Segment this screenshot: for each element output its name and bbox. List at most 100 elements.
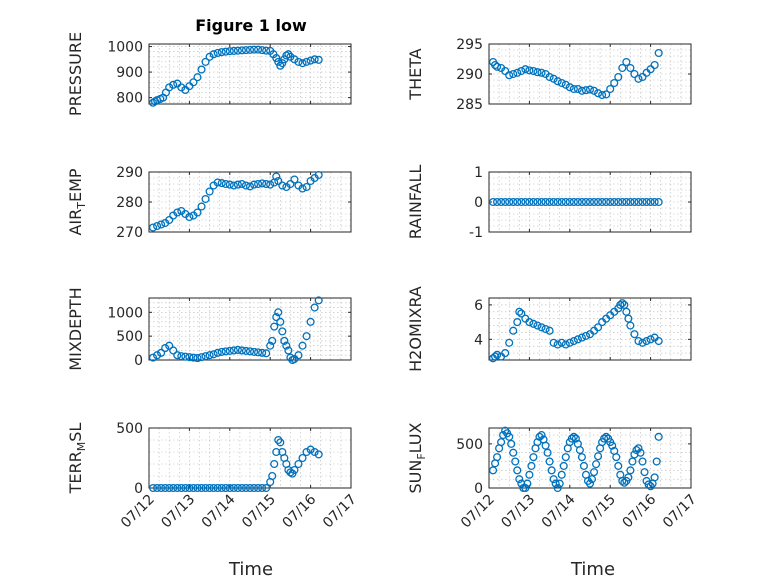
data-point bbox=[274, 308, 283, 317]
data-point bbox=[650, 197, 659, 207]
data-point bbox=[511, 457, 520, 466]
data-point bbox=[533, 68, 542, 77]
data-point bbox=[169, 346, 178, 355]
data-point bbox=[594, 452, 603, 461]
y-axis-label-part: EMP bbox=[66, 168, 85, 202]
y-axis-label-subscript: F bbox=[415, 453, 428, 459]
data-point bbox=[561, 453, 570, 462]
x-tick-label: 07/15 bbox=[579, 492, 619, 532]
data-point bbox=[525, 197, 534, 207]
data-point bbox=[302, 447, 311, 457]
data-point bbox=[290, 55, 299, 64]
data-point bbox=[233, 345, 242, 355]
data-point bbox=[201, 57, 210, 66]
data-point bbox=[614, 72, 623, 82]
data-point bbox=[630, 330, 639, 339]
data-point bbox=[169, 80, 178, 89]
data-point bbox=[497, 438, 506, 447]
data-point bbox=[575, 446, 584, 455]
data-point bbox=[618, 63, 627, 73]
data-point bbox=[237, 46, 246, 55]
data-point bbox=[254, 179, 263, 189]
data-point bbox=[205, 483, 214, 493]
data-point bbox=[585, 479, 595, 488]
data-point bbox=[549, 74, 558, 83]
x-axis-label-right: Time bbox=[570, 559, 615, 580]
data-point bbox=[644, 480, 653, 489]
data-point bbox=[521, 483, 530, 493]
data-point bbox=[165, 341, 174, 350]
data-point bbox=[618, 197, 627, 207]
data-point bbox=[553, 483, 562, 493]
y-axis-label: SUNFLUX bbox=[406, 422, 428, 493]
data-point bbox=[501, 66, 510, 76]
data-point bbox=[165, 83, 174, 92]
data-point bbox=[197, 353, 206, 362]
data-point bbox=[652, 457, 661, 466]
data-point bbox=[185, 353, 194, 362]
data-point bbox=[547, 466, 556, 475]
subplot-6: 4 6 H2OMIXRA bbox=[406, 286, 692, 372]
data-point bbox=[608, 441, 617, 450]
data-point bbox=[561, 80, 570, 89]
y-tick-label: 0 bbox=[474, 481, 483, 497]
data-point bbox=[302, 57, 311, 66]
data-point bbox=[254, 483, 263, 493]
data-point bbox=[254, 45, 263, 54]
data-point bbox=[529, 197, 538, 207]
data-points bbox=[148, 296, 323, 365]
data-point bbox=[286, 52, 295, 61]
data-point bbox=[258, 46, 267, 55]
y-axis-label-part: TERR bbox=[66, 451, 85, 494]
data-point bbox=[501, 197, 510, 207]
data-point bbox=[258, 348, 267, 357]
data-point bbox=[241, 46, 251, 55]
data-point bbox=[221, 179, 230, 189]
data-point bbox=[241, 483, 251, 493]
data-point bbox=[545, 457, 554, 466]
data-point bbox=[221, 47, 230, 56]
data-point bbox=[488, 466, 498, 475]
data-point bbox=[509, 326, 518, 335]
y-axis-label-subscript: M bbox=[75, 442, 88, 452]
y-axis-label: PRESSURE bbox=[66, 32, 85, 116]
data-point bbox=[266, 341, 275, 350]
data-point bbox=[493, 197, 502, 207]
data-point bbox=[173, 351, 182, 360]
data-point bbox=[533, 197, 542, 207]
data-point bbox=[634, 444, 643, 453]
axes-box bbox=[148, 43, 352, 105]
data-point bbox=[557, 338, 566, 347]
data-point bbox=[221, 347, 230, 356]
data-point bbox=[509, 197, 518, 207]
data-point bbox=[589, 86, 599, 95]
data-point bbox=[581, 331, 591, 340]
data-point bbox=[533, 321, 542, 330]
figure-title: Figure 1 low bbox=[195, 16, 307, 35]
data-point bbox=[585, 197, 595, 207]
y-axis-label-part: LUX bbox=[406, 422, 425, 453]
data-point bbox=[638, 457, 647, 466]
data-point bbox=[509, 69, 518, 79]
data-point bbox=[654, 48, 663, 58]
data-point bbox=[602, 197, 611, 207]
data-point bbox=[217, 347, 226, 356]
data-point bbox=[262, 483, 271, 493]
data-point bbox=[618, 476, 627, 485]
subplot-3: 270 280 290 AIRTEMP bbox=[66, 165, 352, 241]
y-tick-label: 1000 bbox=[107, 305, 143, 321]
data-point bbox=[165, 215, 174, 225]
data-point bbox=[549, 475, 558, 484]
data-point bbox=[598, 90, 607, 100]
data-point bbox=[594, 89, 603, 98]
x-tick-label: 07/13 bbox=[498, 492, 538, 532]
data-point bbox=[598, 197, 607, 207]
y-tick-label: 1 bbox=[474, 165, 483, 181]
data-point bbox=[213, 48, 222, 57]
data-point bbox=[505, 432, 514, 441]
data-point bbox=[185, 212, 194, 222]
data-point bbox=[189, 483, 198, 493]
data-point bbox=[606, 84, 615, 94]
y-tick-label: 900 bbox=[116, 65, 143, 81]
